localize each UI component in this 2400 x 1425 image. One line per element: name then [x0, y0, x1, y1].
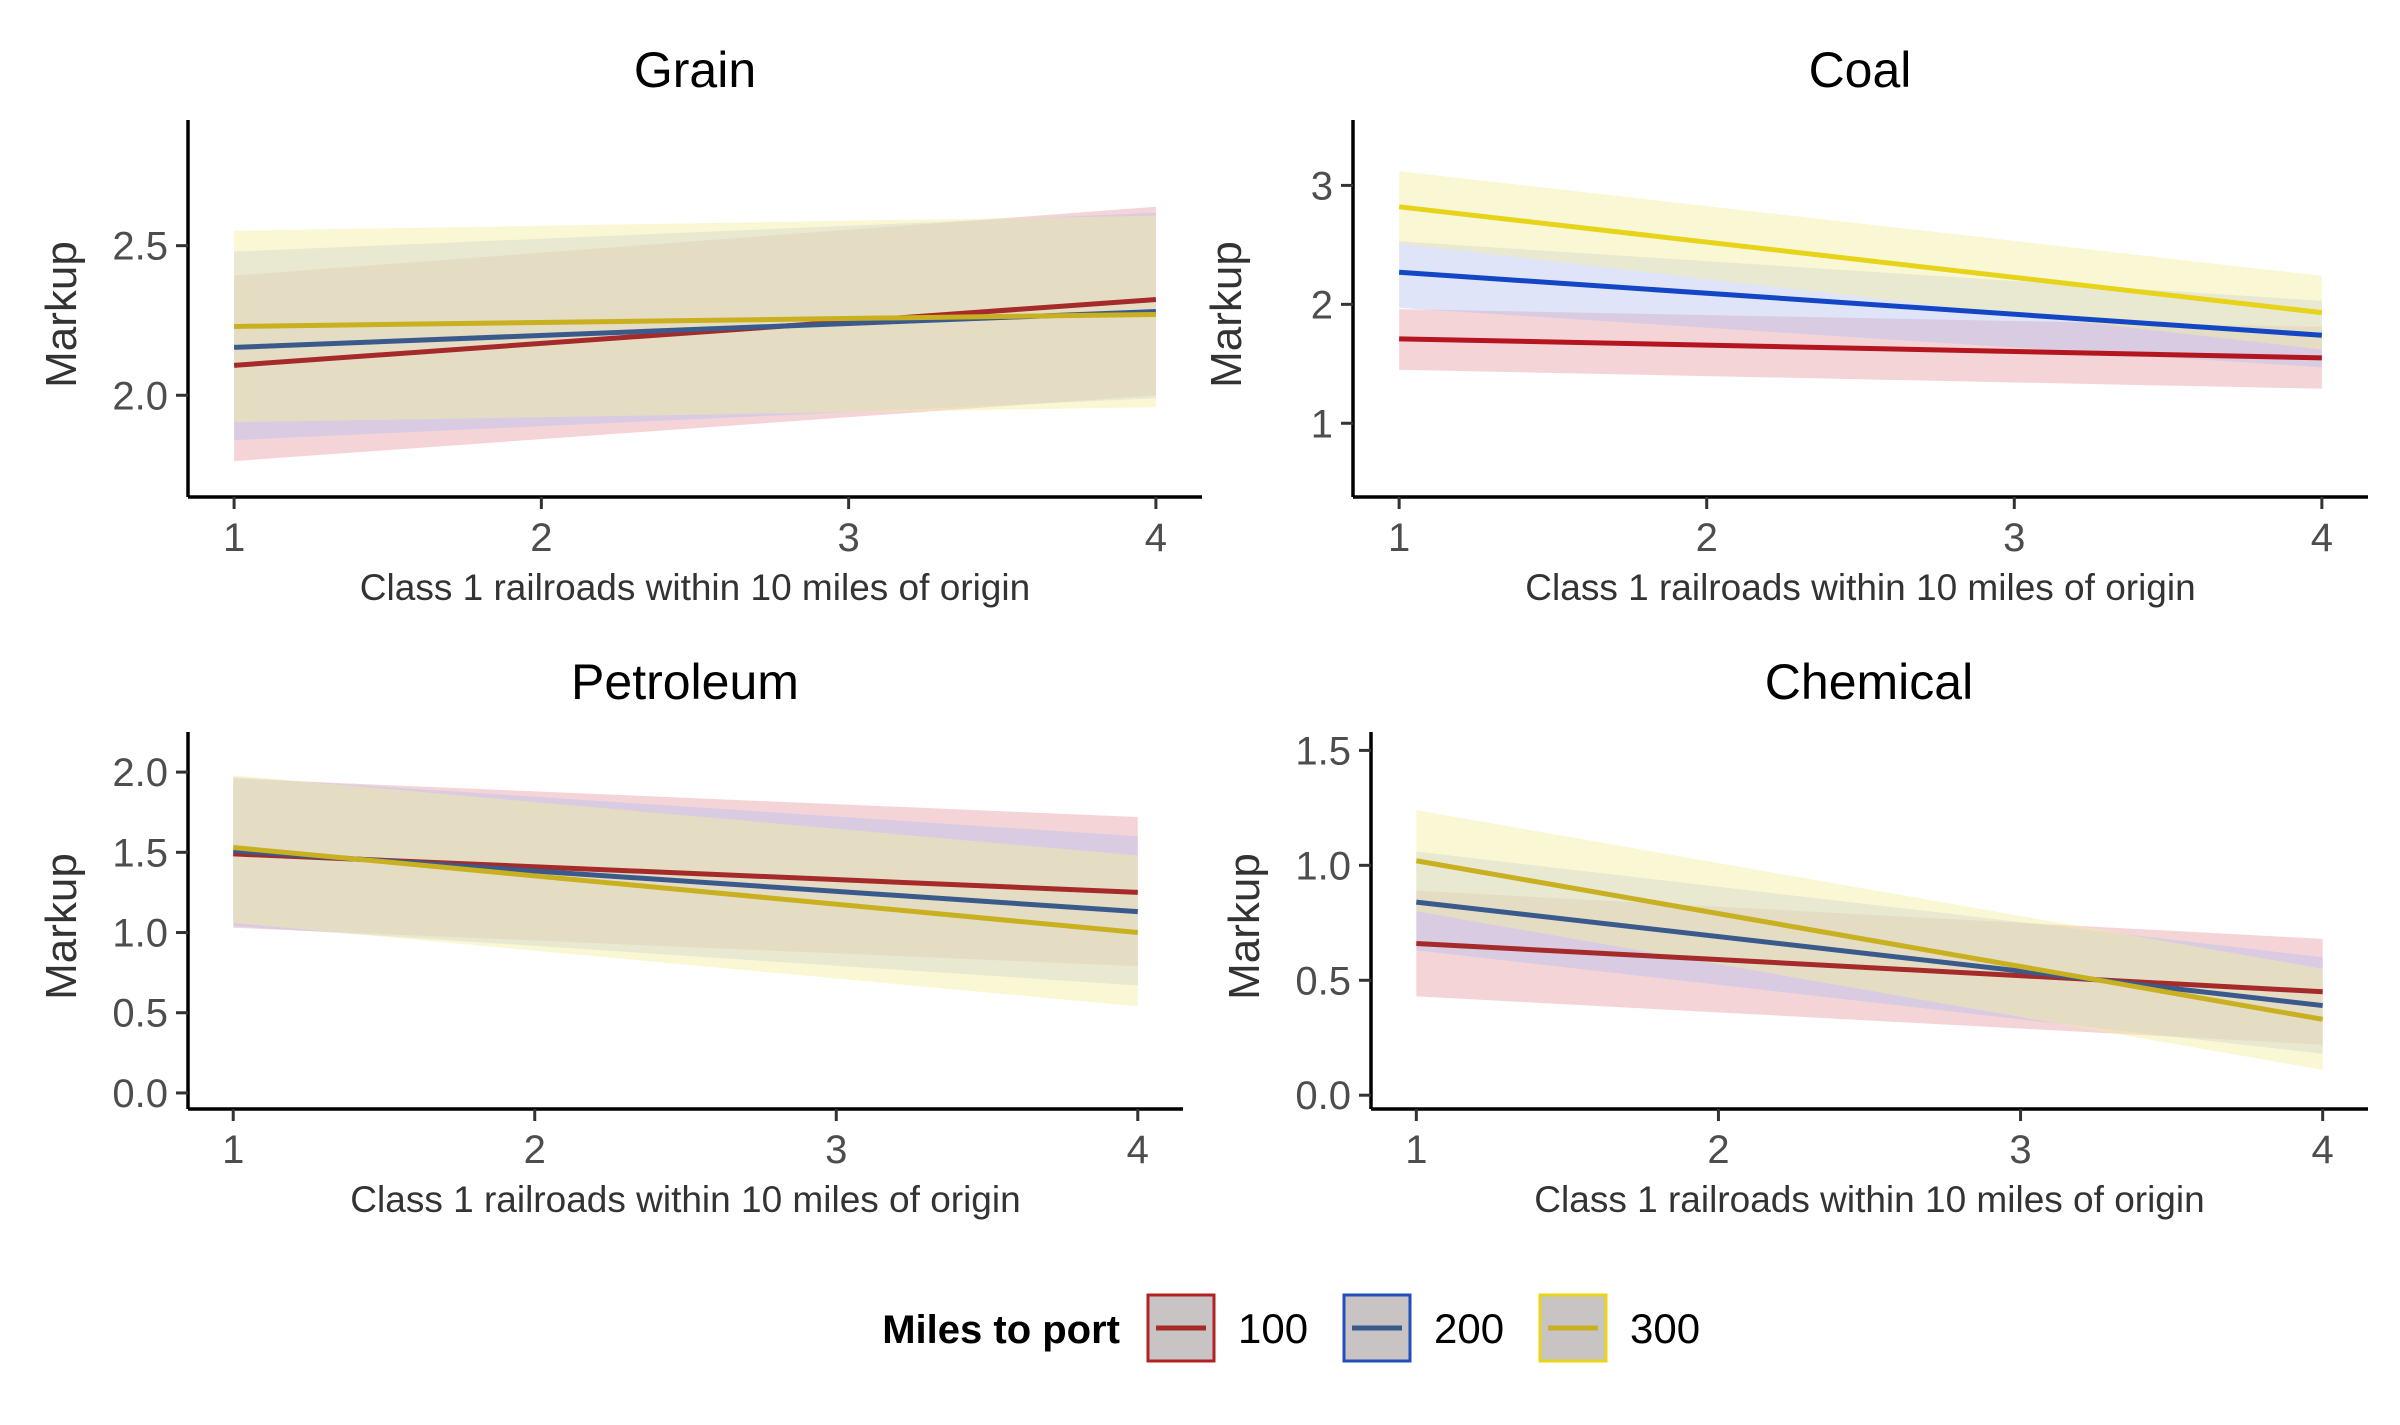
panel-grain: 1 2 3 4 2.0 2.5 Grain Class 1 railroads within …: [37, 42, 1202, 608]
x-tick-label: 2: [530, 516, 552, 560]
y-axis-title: Markup: [37, 241, 86, 388]
x-tick-label: 4: [1145, 516, 1167, 560]
y-tick-label: 2: [1311, 283, 1333, 327]
x-tick-label: 4: [2311, 516, 2333, 560]
x-tick-label: 3: [2003, 516, 2025, 560]
panel-title: Coal: [1809, 42, 1912, 98]
x-tick-label: 3: [825, 1128, 847, 1172]
x-tick-label: 3: [2009, 1128, 2031, 1172]
y-tick-label: 0.0: [112, 1072, 168, 1116]
panel-coal: 1 2 3 4 1 2 3 Coal Class 1 railroads within 10 m…: [1202, 42, 2368, 608]
y-tick-label: 1.5: [112, 831, 168, 875]
panel-title: Chemical: [1765, 654, 1973, 710]
panel-chemical: 1 2 3 4 0.0 0.5 1.0 1.5 Chemical Class 1 railroad…: [1220, 654, 2368, 1220]
y-tick-label: 1.5: [1295, 729, 1351, 773]
y-tick-label: 0.5: [1295, 959, 1351, 1003]
x-tick-label: 2: [1707, 1128, 1729, 1172]
y-tick-label: 2.0: [112, 751, 168, 795]
x-tick-label: 2: [1696, 516, 1718, 560]
y-tick-label: 0.0: [1295, 1074, 1351, 1118]
y-tick-label: 2.5: [112, 225, 168, 269]
y-axis-title: Markup: [37, 853, 86, 1000]
legend-label-200: 200: [1434, 1305, 1504, 1352]
y-tick-label: 1: [1311, 402, 1333, 446]
y-axis-title: Markup: [1220, 853, 1269, 1000]
panel-petroleum: 1 2 3 4 0.0 0.5 1.0 1.5 2.0 Petroleum Class 1 rail…: [37, 654, 1183, 1220]
legend-label-300: 300: [1630, 1305, 1700, 1352]
y-tick-label: 1.0: [1295, 844, 1351, 888]
panel-title: Grain: [634, 42, 756, 98]
x-tick-label: 4: [1127, 1128, 1149, 1172]
x-tick-label: 1: [222, 1128, 244, 1172]
y-axis-title: Markup: [1202, 241, 1251, 388]
x-tick-label: 2: [524, 1128, 546, 1172]
y-tick-label: 0.5: [112, 992, 168, 1036]
x-axis-title: Class 1 railroads within 10 miles of ori…: [350, 1179, 1020, 1220]
x-tick-label: 4: [2312, 1128, 2334, 1172]
legend-title: Miles to port: [882, 1308, 1120, 1352]
x-tick-label: 3: [838, 516, 860, 560]
x-tick-label: 1: [1388, 516, 1410, 560]
x-axis-title: Class 1 railroads within 10 miles of ori…: [1525, 567, 2195, 608]
panel-title: Petroleum: [571, 654, 799, 710]
y-tick-label: 3: [1311, 164, 1333, 208]
x-tick-label: 1: [223, 516, 245, 560]
legend-label-100: 100: [1238, 1305, 1308, 1352]
x-tick-label: 1: [1405, 1128, 1427, 1172]
legend: Miles to port 100 200 300: [882, 1295, 1700, 1361]
x-axis-title: Class 1 railroads within 10 miles of ori…: [1534, 1179, 2204, 1220]
x-axis-title: Class 1 railroads within 10 miles of ori…: [360, 567, 1030, 608]
y-tick-label: 1.0: [112, 912, 168, 956]
y-tick-label: 2.0: [112, 374, 168, 418]
